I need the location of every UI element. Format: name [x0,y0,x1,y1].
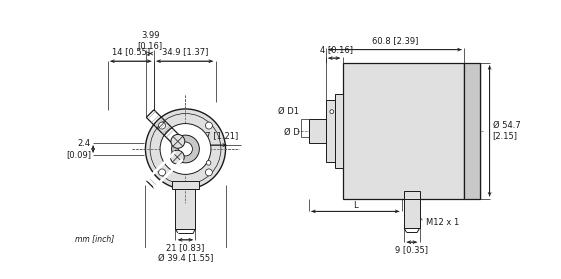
Text: 9 [0.35]: 9 [0.35] [396,245,429,254]
Text: M12 x 1: M12 x 1 [426,218,459,227]
Text: Ø D1: Ø D1 [278,107,300,116]
Text: 3.99
[0.16]: 3.99 [0.16] [137,31,163,50]
Circle shape [145,109,226,189]
Circle shape [171,150,184,164]
Bar [335,94,343,168]
Circle shape [171,134,185,148]
Text: 21 [0.83]: 21 [0.83] [166,243,205,252]
Text: 2.4
[0.09]: 2.4 [0.09] [66,139,91,159]
Circle shape [205,122,213,129]
Circle shape [205,169,213,176]
Text: 14 [0.55]: 14 [0.55] [112,48,150,57]
Text: 30.7 [1.21]: 30.7 [1.21] [192,131,238,140]
Circle shape [159,169,165,176]
Text: Ø 54.7
[2.15]: Ø 54.7 [2.15] [493,121,521,141]
Text: 34.9 [1.37]: 34.9 [1.37] [162,48,208,57]
Circle shape [206,160,211,165]
Bar [325,100,335,162]
Text: 4 [0.16]: 4 [0.16] [320,45,353,54]
Circle shape [330,110,334,114]
Bar [309,119,325,143]
Text: Ø 39.4 [1.55]: Ø 39.4 [1.55] [158,254,213,263]
Text: mm [inch]: mm [inch] [75,234,114,243]
Bar [404,199,420,228]
Circle shape [150,114,221,184]
Text: 60.8 [2.39]: 60.8 [2.39] [372,36,418,45]
Bar [176,189,195,229]
Circle shape [172,135,199,163]
Text: L: L [353,201,357,210]
Bar [172,181,199,189]
Circle shape [159,122,165,129]
Bar [404,191,420,199]
Text: Ø D: Ø D [284,128,300,137]
Circle shape [178,142,192,156]
Circle shape [160,124,211,174]
Bar [343,63,464,199]
Bar [464,63,480,199]
